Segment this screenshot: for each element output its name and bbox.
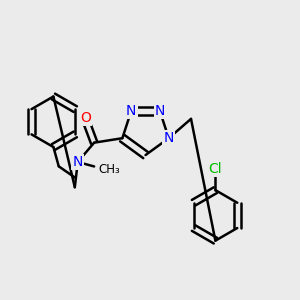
Text: CH₃: CH₃ (99, 163, 120, 176)
Text: Cl: Cl (208, 162, 222, 176)
Text: N: N (155, 104, 165, 118)
Text: O: O (80, 111, 91, 125)
Text: N: N (164, 131, 174, 145)
Text: N: N (73, 155, 83, 169)
Text: N: N (126, 104, 136, 118)
